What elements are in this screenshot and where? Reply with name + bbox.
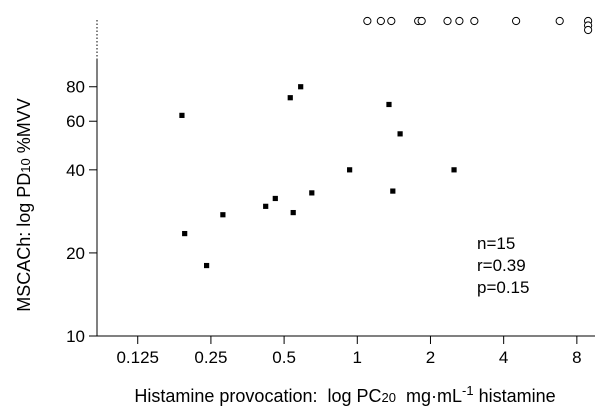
y-axis-title-text: %MVV [14, 98, 34, 158]
x-axis-title-subscript: 20 [382, 390, 396, 405]
data-point-circle [417, 16, 426, 26]
data-marks [179, 16, 593, 269]
data-point-square [309, 190, 315, 196]
data-point-circle [455, 16, 464, 26]
x-axis-title: Histamine provocation: log PC20 mg·mL-1 … [134, 383, 555, 406]
data-point-square [204, 262, 210, 269]
y-axis-title: MSCACh: log PD10 %MVV [14, 98, 34, 312]
x-axis-title-text: Histamine provocation: log PC [134, 386, 381, 406]
data-point-square [182, 230, 188, 237]
data-point-square [298, 84, 304, 90]
x-tick-label: 0.5 [272, 348, 296, 367]
stats-line: n=15 [477, 234, 515, 253]
x-axis-title-superscript: -1 [462, 383, 474, 398]
x-tick-label: 0.25 [194, 348, 227, 367]
axes: 10 20 40 60 80 0.125 0.25 0.5 1 2 4 8 [66, 20, 595, 367]
data-point-circle [512, 16, 521, 26]
data-point-square [272, 195, 278, 202]
stats-line: p=0.15 [477, 278, 529, 297]
data-point-square [451, 167, 457, 173]
stats-annotation: n=15 r=0.39 p=0.15 [477, 234, 529, 297]
data-point-circle [584, 25, 593, 35]
data-point-square [287, 95, 293, 101]
stats-line: r=0.39 [477, 256, 526, 275]
data-point-circle [443, 16, 452, 26]
data-point-circle [387, 16, 396, 26]
y-tick-label: 80 [66, 78, 85, 97]
data-point-square [220, 212, 226, 218]
x-tick-label: 0.125 [116, 348, 159, 367]
x-tick-label: 2 [426, 348, 435, 367]
data-point-square [290, 209, 296, 216]
data-point-square [386, 101, 392, 108]
x-tick-label: 4 [499, 348, 508, 367]
data-point-square [390, 188, 396, 194]
x-axis-title-text: histamine [474, 386, 556, 406]
data-point-circle [555, 16, 564, 26]
y-axis-title-subscript: 10 [18, 158, 33, 172]
x-axis-title-text: mg·mL [396, 386, 462, 406]
y-tick-label: 40 [66, 161, 85, 180]
data-point-square [397, 131, 403, 137]
data-point-square [179, 112, 185, 118]
y-tick-label: 20 [66, 244, 85, 263]
x-tick-label: 1 [353, 348, 362, 367]
y-tick-label: 60 [66, 112, 85, 131]
x-tick-label: 8 [572, 348, 581, 367]
data-point-circle [470, 16, 479, 26]
data-point-circle [363, 16, 372, 26]
y-axis-title-text: MSCACh: log PD [14, 173, 34, 312]
data-point-square [263, 203, 269, 209]
y-tick-label: 10 [66, 327, 85, 346]
data-point-circle [376, 16, 385, 26]
data-point-square [347, 167, 353, 173]
